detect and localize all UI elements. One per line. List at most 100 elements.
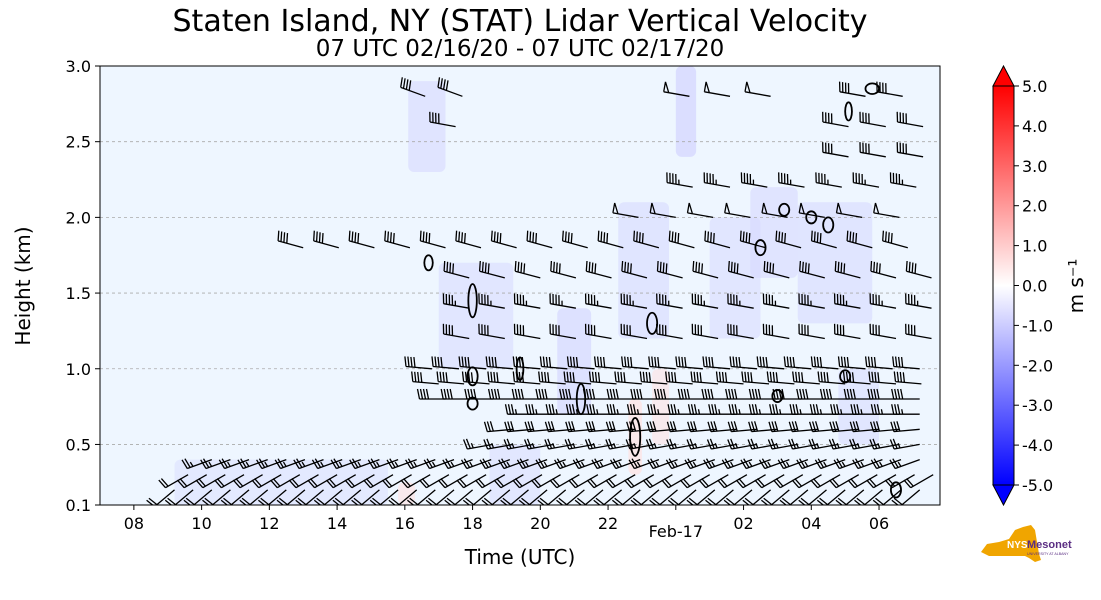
wind-barb bbox=[748, 388, 778, 400]
colorbar-tick-label: 5.0 bbox=[1022, 77, 1047, 96]
velocity-contour bbox=[467, 283, 478, 319]
wind-barb bbox=[276, 489, 306, 505]
wind-barb bbox=[504, 421, 534, 433]
wind-barb bbox=[384, 230, 411, 249]
wind-barb bbox=[742, 489, 772, 505]
wind-barb bbox=[849, 438, 880, 450]
wind-barb bbox=[816, 489, 846, 505]
wind-barb bbox=[852, 458, 883, 470]
wind-barb bbox=[768, 421, 798, 433]
wind-barb bbox=[487, 371, 515, 385]
wind-barb bbox=[687, 404, 717, 415]
colorbar: 5.0 4.0 3.0 2.0 1.0 0.0 -1.0 -2.0 -3.0 -4.0 -5.0 m… bbox=[992, 64, 1088, 507]
wind-barb bbox=[905, 323, 932, 340]
wind-barb bbox=[237, 458, 268, 470]
wind-barb bbox=[351, 489, 380, 505]
wind-barb bbox=[498, 458, 529, 470]
wind-barb bbox=[195, 474, 226, 489]
wind-barb bbox=[665, 458, 697, 470]
wind-barb bbox=[214, 474, 245, 489]
wind-barb bbox=[586, 404, 615, 415]
wind-barb bbox=[593, 356, 622, 370]
wind-barb bbox=[762, 323, 790, 340]
wind-barb bbox=[270, 474, 301, 489]
wind-barb bbox=[876, 81, 903, 97]
wind-barb bbox=[741, 371, 770, 385]
wind-barb bbox=[649, 202, 676, 219]
wind-barb bbox=[483, 438, 514, 450]
wind-barb bbox=[429, 111, 456, 128]
wind-barb bbox=[872, 489, 902, 505]
wind-barb bbox=[288, 474, 319, 489]
velocity-patch bbox=[489, 444, 541, 505]
wind-barb bbox=[436, 371, 465, 385]
wind-barb bbox=[549, 323, 577, 340]
wind-barb bbox=[620, 293, 648, 309]
wind-barb bbox=[313, 489, 343, 505]
wind-barb bbox=[783, 356, 812, 370]
wind-barb bbox=[828, 438, 859, 450]
wind-barb bbox=[679, 474, 711, 489]
wind-barb bbox=[691, 293, 719, 309]
x-tick-label: 14 bbox=[327, 514, 347, 533]
wind-barb bbox=[859, 142, 886, 158]
wind-barb bbox=[404, 356, 432, 370]
wind-barb bbox=[701, 388, 730, 400]
wind-barb bbox=[721, 458, 753, 470]
wind-barb bbox=[666, 172, 693, 188]
wind-barb bbox=[727, 260, 754, 279]
wind-barb bbox=[518, 489, 548, 505]
chart-subtitle: 07 UTC 02/16/20 - 07 UTC 02/17/20 bbox=[315, 36, 725, 62]
wind-barb bbox=[705, 489, 734, 505]
wind-barb bbox=[903, 474, 934, 489]
wind-barb bbox=[799, 260, 825, 279]
x-tick-label: Feb-17 bbox=[649, 522, 703, 541]
wind-barb bbox=[833, 458, 865, 470]
wind-barb bbox=[740, 172, 768, 188]
wind-barb bbox=[442, 458, 473, 470]
wind-barb bbox=[698, 474, 729, 489]
wind-barb bbox=[277, 230, 304, 249]
wind-barb bbox=[621, 260, 648, 279]
wind-barb bbox=[648, 356, 676, 370]
wind-barb bbox=[311, 458, 343, 470]
wind-barb bbox=[890, 421, 920, 433]
wind-barb bbox=[621, 356, 649, 370]
wind-barb bbox=[628, 458, 660, 470]
wind-barb bbox=[796, 388, 825, 400]
wind-barb bbox=[867, 388, 896, 400]
wind-barb bbox=[232, 474, 263, 489]
colorbar-tick-label: -5.0 bbox=[1022, 476, 1053, 495]
wind-barb bbox=[667, 404, 697, 415]
wind-barb bbox=[605, 474, 636, 489]
wind-barb bbox=[588, 371, 617, 385]
wind-barb bbox=[630, 489, 660, 505]
wind-barb bbox=[538, 371, 566, 385]
wind-barb bbox=[778, 172, 805, 188]
wind-barb bbox=[239, 489, 269, 505]
wind-barb bbox=[842, 371, 871, 385]
wind-barb bbox=[810, 230, 837, 249]
wind-barb bbox=[475, 474, 506, 489]
wind-barb bbox=[896, 142, 924, 158]
velocity-patch bbox=[652, 368, 670, 445]
wind-barb bbox=[789, 404, 819, 415]
wind-barb bbox=[625, 438, 656, 450]
wind-barb bbox=[703, 81, 731, 97]
wind-barb bbox=[869, 323, 897, 340]
wind-barb bbox=[834, 260, 861, 279]
wind-barb bbox=[544, 421, 575, 433]
wind-barb bbox=[606, 388, 636, 400]
wind-barb bbox=[815, 172, 842, 188]
wind-barb bbox=[614, 371, 642, 385]
chart-title: Staten Island, NY (STAT) Lidar Vertical … bbox=[172, 4, 868, 39]
wind-barb bbox=[478, 293, 505, 309]
wind-barb bbox=[756, 356, 785, 370]
wind-barb bbox=[723, 489, 753, 505]
wind-barb bbox=[620, 323, 648, 340]
wind-barb bbox=[561, 230, 588, 249]
wind-barb bbox=[715, 371, 744, 385]
wind-barb bbox=[549, 293, 577, 309]
wind-barb bbox=[462, 438, 494, 450]
wind-barb bbox=[773, 474, 804, 489]
